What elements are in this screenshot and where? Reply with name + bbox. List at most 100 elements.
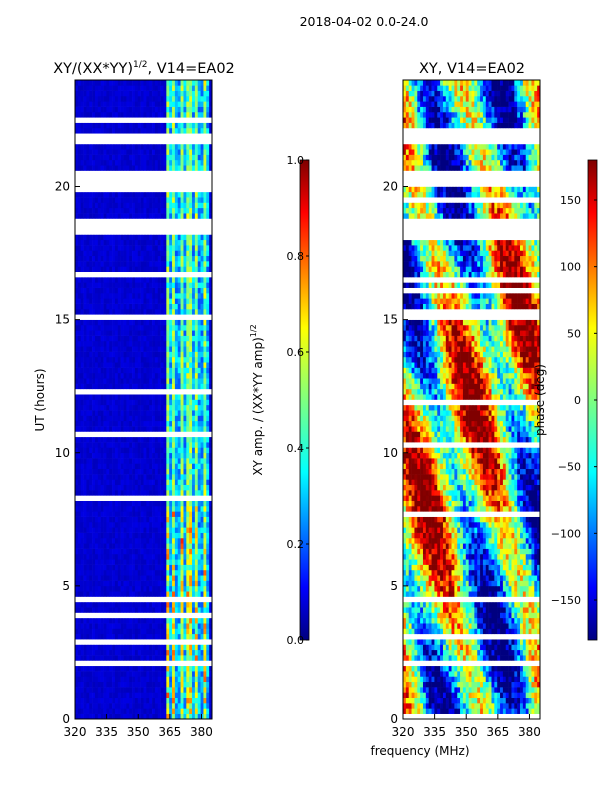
heatmap-cell [120,266,124,273]
heatmap-cell [86,681,90,688]
heatmap-cell [192,351,196,358]
heatmap-cell [174,521,179,528]
heatmap-cell [94,623,99,629]
heatmap-cell [137,271,141,278]
heatmap-cell [89,383,93,390]
heatmap-cell [183,346,187,352]
heatmap-cell [120,335,124,342]
heatmap-cell [192,394,196,400]
heatmap-cell [149,404,153,411]
heatmap-cell [192,223,196,230]
heatmap-cell [146,202,150,209]
heatmap-cell [169,506,173,512]
heatmap-cell [134,697,139,704]
heatmap-cell [86,671,90,677]
heatmap-cell [89,681,93,688]
heatmap-cell [183,617,187,624]
heatmap-cell [197,628,201,635]
heatmap-cell [112,250,116,257]
heatmap-cell [75,644,79,651]
heatmap-cell [174,447,179,454]
heatmap-cell [126,303,130,310]
heatmap-cell [89,500,93,507]
heatmap-cell [86,245,90,251]
heatmap-cell [134,330,139,336]
heatmap-cell [154,506,159,512]
heatmap-cell [140,218,144,225]
heatmap-cell [169,207,173,214]
heatmap-cell [174,303,179,310]
heatmap-cell [189,479,193,486]
heatmap-cell [189,580,193,587]
heatmap-cell [174,516,179,523]
heatmap-cell [172,580,176,587]
heatmap-cell [209,559,213,565]
heatmap-cell [209,543,213,549]
heatmap-cell [160,181,164,187]
heatmap-cell [80,543,84,549]
heatmap-cell [137,223,141,230]
heatmap-cell [186,165,190,171]
heatmap-cell [114,649,119,656]
heatmap-cell [160,362,164,368]
heatmap-cell [143,708,147,714]
heatmap-cell [97,559,101,565]
heatmap-cell [112,378,116,384]
heatmap-cell [143,239,147,246]
heatmap-cell [186,575,190,581]
heatmap-cell [154,521,159,528]
heatmap-cell [109,559,113,565]
heatmap-cell [75,490,79,496]
heatmap-cell [180,500,184,507]
heatmap-cell [209,580,213,587]
heatmap-cell [89,293,93,299]
heatmap-cell [77,591,81,597]
heatmap-cell [120,207,124,214]
heatmap-cell [106,287,110,294]
heatmap-cell [186,239,190,246]
heatmap-cell [172,346,176,352]
heatmap-cell [197,383,201,390]
heatmap-cell [192,495,196,501]
heatmap-cell [123,506,127,512]
heatmap-cell [77,388,81,395]
heatmap-cell [157,181,161,187]
heatmap-cell [180,362,184,368]
heatmap-cell [94,266,99,273]
heatmap-cell [129,378,133,384]
heatmap-cell [149,633,153,640]
heatmap-cell [80,404,84,411]
heatmap-cell [183,186,187,193]
heatmap-cell [89,340,93,347]
heatmap-cell [137,447,141,454]
heatmap-cell [103,367,107,374]
heatmap-cell [80,277,84,283]
heatmap-cell [160,383,164,390]
heatmap-cell [180,420,184,427]
heatmap-cell [189,495,193,501]
heatmap-cell [134,671,139,677]
heatmap-cell [163,490,167,496]
heatmap-cell [123,479,127,486]
heatmap-cell [143,431,147,438]
heatmap-cell [183,649,187,656]
heatmap-cell [106,559,110,565]
heatmap-cell [183,585,187,592]
heatmap-cell [123,468,127,475]
heatmap-cell [123,410,127,416]
heatmap-cell [186,676,190,683]
heatmap-cell [106,532,110,539]
heatmap-cell [209,463,213,470]
heatmap-cell [120,223,124,230]
heatmap-cell [92,628,96,635]
heatmap-cell [194,213,199,219]
heatmap-cell [143,623,147,629]
heatmap-cell [100,394,104,400]
heatmap-cell [134,575,139,581]
heatmap-cell [80,665,84,672]
heatmap-cell [134,191,139,198]
heatmap-cell [77,548,81,555]
heatmap-cell [137,399,141,406]
heatmap-cell [177,314,181,320]
heatmap-cell [112,447,116,454]
